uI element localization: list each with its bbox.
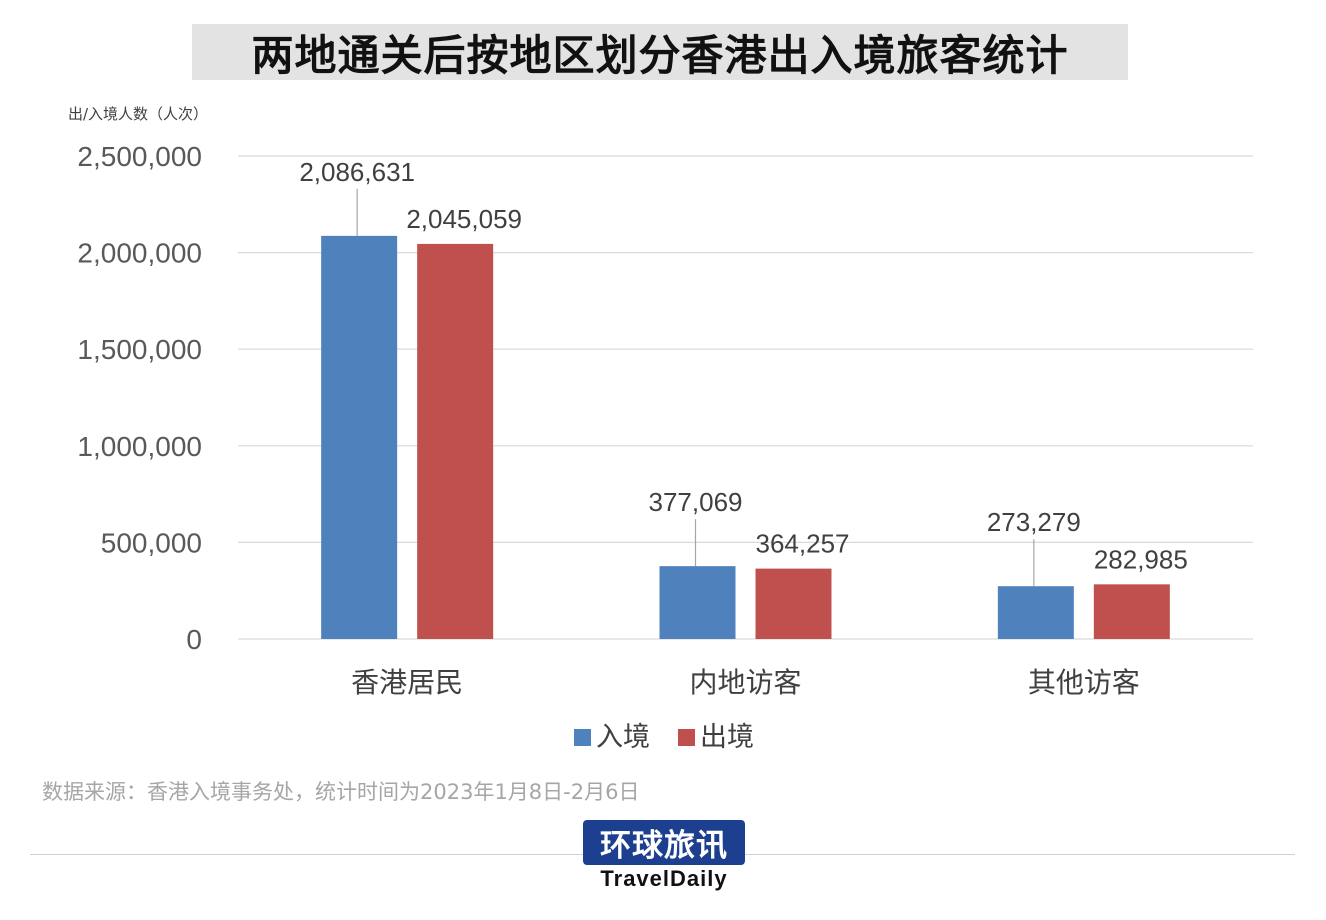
data-label: 364,257 (756, 529, 850, 559)
logo-text: 环球旅讯 (600, 828, 728, 864)
legend-label: 出境 (700, 722, 754, 753)
x-tick-label: 其他访客 (1028, 666, 1140, 699)
x-tick-label: 内地访客 (689, 666, 801, 699)
legend-swatch (678, 729, 695, 746)
traveldaily-logo: 环球旅讯 (583, 820, 745, 865)
bar-entry (659, 566, 736, 639)
bar-exit (755, 568, 832, 639)
bar-exit (1093, 584, 1170, 639)
data-label: 273,279 (987, 507, 1081, 537)
y-tick-label: 1,000,000 (77, 431, 202, 462)
chart-title: 两地通关后按地区划分香港出入境旅客统计 (251, 30, 1069, 80)
bar-entry (997, 586, 1074, 639)
data-label: 2,045,059 (406, 204, 522, 234)
data-label: 2,086,631 (299, 157, 415, 187)
chart-title-box: 两地通关后按地区划分香港出入境旅客统计 (192, 24, 1128, 80)
x-tick-label: 香港居民 (351, 666, 463, 699)
y-axis-label: 出/入境人数（人次） (68, 105, 208, 123)
footer-divider-left (30, 854, 585, 855)
y-tick-label: 0 (186, 624, 202, 655)
y-tick-label: 2,000,000 (77, 238, 202, 269)
y-tick-label: 1,500,000 (77, 334, 202, 365)
bar-entry (321, 235, 398, 639)
legend-swatch (574, 729, 591, 746)
data-label: 377,069 (649, 487, 743, 517)
footer-divider-right (745, 854, 1295, 855)
data-label: 282,985 (1094, 544, 1188, 574)
source-note: 数据来源：香港入境事务处，统计时间为2023年1月8日-2月6日 (42, 780, 640, 804)
logo-subtext: TravelDaily (600, 866, 728, 891)
bar-exit (417, 243, 494, 640)
legend-label: 入境 (596, 722, 650, 753)
y-tick-label: 500,000 (101, 527, 202, 558)
bar-chart: 出/入境人数（人次） 0 500,000 1,000,000 1,500,000 2,00… (68, 105, 1253, 753)
y-tick-label: 2,500,000 (77, 141, 202, 172)
